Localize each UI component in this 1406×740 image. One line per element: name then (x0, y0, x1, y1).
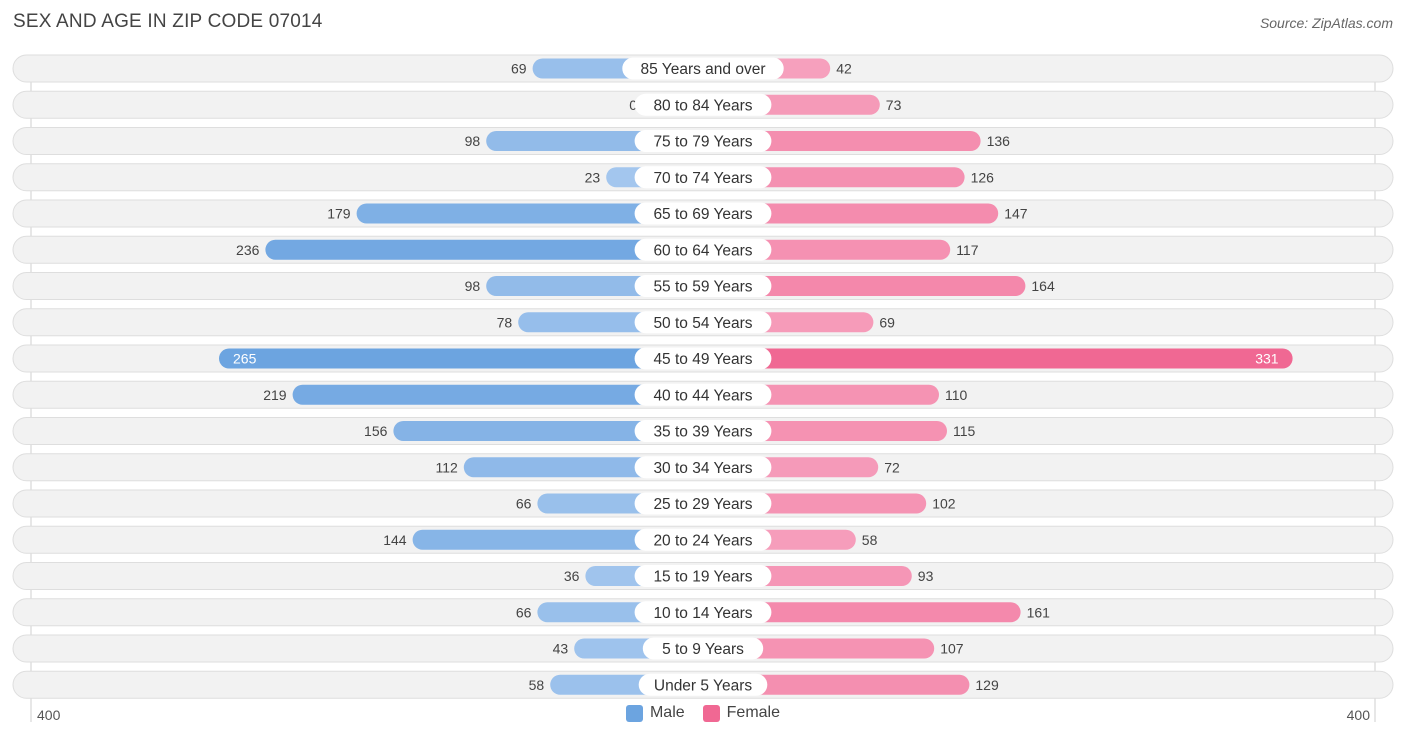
category-label: Under 5 Years (654, 677, 752, 694)
legend-item-female[interactable]: Female (702, 704, 781, 722)
male-value-label: 43 (553, 641, 569, 657)
category-label: 70 to 74 Years (653, 170, 752, 187)
female-value-label: 110 (945, 387, 968, 403)
male-value-label: 98 (465, 278, 481, 294)
category-label-pill (634, 202, 772, 225)
category-label-pill (634, 601, 772, 624)
category-label-pill (634, 492, 772, 515)
female-value-label: 42 (836, 61, 852, 77)
male-value-label: 144 (383, 532, 407, 548)
female-value-label: 126 (971, 169, 995, 185)
male-value-label: 58 (529, 677, 545, 693)
category-label: 5 to 9 Years (662, 641, 744, 658)
legend-item-male[interactable]: Male (625, 704, 685, 722)
legend-swatch-female (702, 704, 720, 722)
category-label-pill (634, 311, 772, 334)
category-label: 80 to 84 Years (653, 97, 752, 114)
category-label: 10 to 14 Years (653, 605, 752, 622)
female-value-label: 136 (987, 133, 1011, 149)
female-value-label: 69 (879, 314, 895, 330)
male-value-label: 69 (511, 61, 527, 77)
female-value-label: 129 (975, 677, 999, 693)
category-label: 45 to 49 Years (653, 351, 752, 368)
male-value-label: 98 (465, 133, 481, 149)
female-value-label: 58 (862, 532, 878, 548)
male-value-label: 156 (364, 423, 388, 439)
legend: Male Female (0, 704, 1406, 722)
male-bar (219, 348, 703, 369)
category-label-pill (634, 130, 772, 152)
male-value-label: 236 (236, 242, 260, 258)
category-label-pill (634, 383, 772, 406)
category-label: 20 to 24 Years (653, 532, 752, 549)
male-value-label: 219 (263, 387, 287, 403)
male-bar (265, 239, 703, 260)
female-bar (703, 602, 1021, 623)
legend-label-female: Female (726, 704, 781, 721)
male-value-label: 23 (585, 169, 601, 185)
female-value-label: 117 (956, 242, 979, 258)
male-bar (292, 384, 703, 405)
female-value-label: 147 (1004, 206, 1028, 222)
male-value-label: 112 (435, 459, 458, 475)
female-value-label: 102 (932, 496, 956, 512)
female-value-label: 161 (1027, 604, 1051, 620)
category-label-pill (634, 166, 772, 189)
category-label-pill (638, 673, 768, 696)
category-label: 55 to 59 Years (653, 279, 752, 296)
axis-right-label: 400 (1346, 707, 1370, 723)
male-bar (393, 421, 703, 441)
female-bar (703, 203, 999, 224)
male-value-label: 179 (327, 206, 351, 222)
axis-left-label: 400 (37, 707, 61, 723)
female-value-label: 72 (884, 459, 900, 475)
category-label: 35 to 39 Years (653, 424, 752, 441)
source-label: Source: ZipAtlas.com (1259, 15, 1393, 31)
category-label: 60 to 64 Years (653, 242, 752, 259)
male-bar (356, 203, 703, 224)
category-label-pill (634, 528, 772, 551)
female-value-label: 93 (918, 568, 934, 584)
female-bar (703, 674, 970, 695)
category-label: 75 to 79 Years (653, 134, 752, 151)
male-value-label: 265 (233, 351, 257, 367)
category-label: 50 to 54 Years (653, 315, 752, 332)
category-label-pill (634, 456, 772, 479)
male-value-label: 0 (629, 97, 637, 113)
male-value-label: 66 (516, 496, 532, 512)
legend-swatch-male (625, 704, 643, 722)
category-label-pill (634, 565, 772, 587)
male-value-label: 78 (497, 314, 513, 330)
male-value-label: 66 (516, 604, 532, 620)
male-value-label: 36 (564, 568, 580, 584)
female-value-label: 115 (953, 423, 976, 439)
category-label-pill (634, 420, 772, 442)
category-label: 30 to 34 Years (653, 460, 752, 477)
female-bar (703, 131, 981, 151)
category-label-pill (634, 93, 772, 116)
female-value-label: 164 (1031, 278, 1055, 294)
legend-label-male: Male (649, 704, 685, 721)
female-value-label: 107 (940, 641, 964, 657)
female-value-label: 331 (1255, 351, 1279, 367)
category-label: 15 to 19 Years (653, 569, 752, 586)
category-label-pill (642, 637, 764, 660)
category-label-pill (634, 238, 772, 261)
category-label-pill (634, 347, 772, 370)
female-bar (703, 348, 1293, 369)
category-label-pill (622, 57, 784, 80)
female-bar (703, 276, 1026, 296)
category-label: 40 to 44 Years (653, 387, 752, 404)
category-label: 65 to 69 Years (653, 206, 752, 223)
category-label-pill (634, 275, 772, 297)
category-label: 85 Years and over (641, 61, 766, 78)
category-label: 25 to 29 Years (653, 496, 752, 513)
male-bar (412, 529, 703, 550)
female-value-label: 73 (886, 97, 902, 113)
chart-title: SEX AND AGE IN ZIP CODE 07014 (13, 11, 323, 32)
